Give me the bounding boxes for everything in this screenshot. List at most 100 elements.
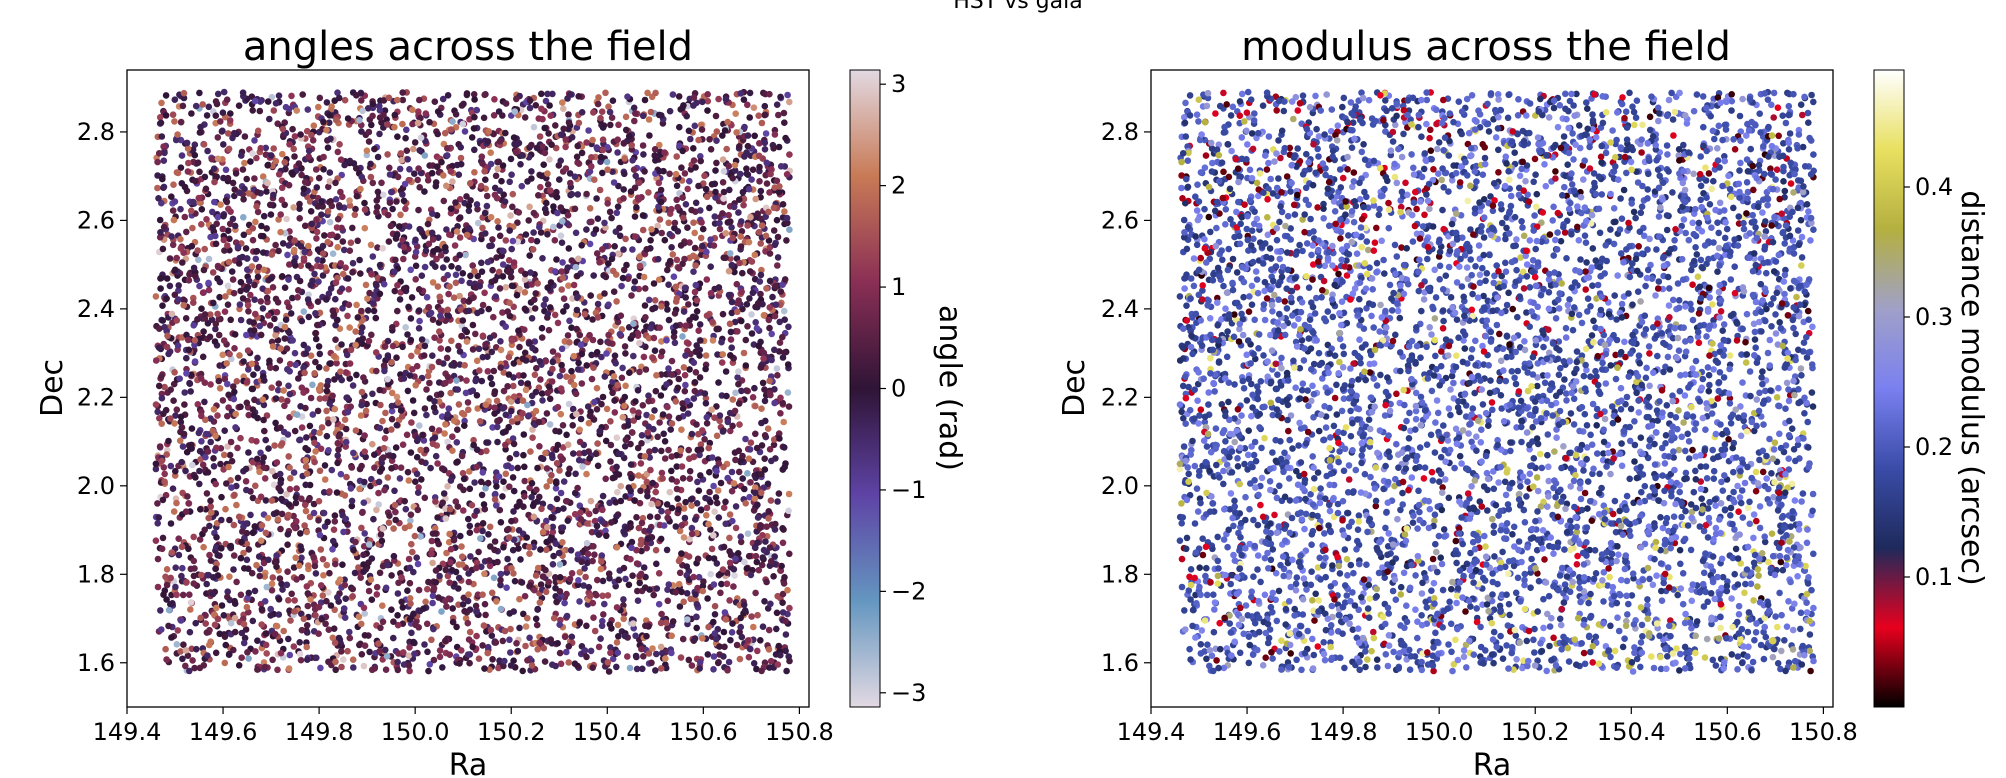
scatter-point	[721, 643, 728, 651]
scatter-point	[686, 366, 693, 373]
scatter-point	[320, 509, 328, 517]
scatter-point	[690, 453, 697, 461]
scatter-point	[314, 321, 321, 329]
scatter-point	[538, 505, 545, 513]
scatter-point	[405, 223, 413, 230]
scatter-point	[638, 645, 645, 653]
scatter-point	[638, 547, 645, 555]
scatter-point	[481, 665, 488, 672]
scatter-point	[554, 209, 561, 217]
scatter-point	[584, 520, 591, 527]
scatter-point	[577, 415, 585, 423]
scatter-point	[399, 89, 407, 96]
scatter-point	[177, 418, 185, 426]
scatter-point	[717, 479, 725, 487]
scatter-point	[673, 463, 681, 470]
scatter-point	[444, 483, 451, 490]
scatter-point	[706, 468, 713, 476]
scatter-point	[541, 658, 549, 665]
scatter-point	[154, 172, 161, 179]
scatter-point	[724, 418, 732, 426]
scatter-point	[368, 475, 375, 483]
scatter-point	[499, 493, 506, 500]
scatter-point	[306, 198, 314, 205]
scatter-point	[518, 579, 526, 586]
scatter-point	[278, 495, 285, 503]
scatter-point	[223, 96, 231, 103]
scatter-point	[590, 543, 597, 550]
scatter-point	[641, 584, 649, 591]
scatter-point	[260, 212, 268, 220]
scatter-point	[329, 250, 337, 257]
scatter-point	[575, 255, 582, 263]
scatter-point	[530, 123, 538, 131]
scatter-point	[524, 614, 531, 622]
scatter-point	[585, 510, 593, 518]
scatter-point	[432, 452, 440, 460]
scatter-point	[682, 381, 689, 389]
scatter-point	[732, 110, 739, 117]
scatter-point	[281, 159, 289, 166]
scatter-point	[550, 223, 557, 231]
scatter-point	[429, 559, 436, 567]
scatter-point	[186, 667, 193, 675]
scatter-point	[200, 141, 208, 148]
scatter-point	[267, 275, 275, 282]
scatter-point	[342, 425, 350, 433]
scatter-point	[358, 401, 365, 409]
scatter-point	[713, 499, 721, 507]
scatter-point	[675, 414, 683, 422]
scatter-point	[745, 455, 753, 463]
scatter-point	[275, 380, 283, 388]
scatter-point	[583, 653, 590, 661]
scatter-point	[655, 600, 663, 608]
scatter-point	[586, 205, 594, 212]
scatter-point	[686, 467, 694, 475]
scatter-point	[305, 262, 312, 269]
scatter-point	[498, 252, 506, 260]
scatter-point	[633, 514, 640, 521]
scatter-point	[235, 662, 243, 669]
scatter-point	[394, 612, 401, 619]
scatter-point	[690, 573, 697, 581]
scatter-point	[183, 228, 190, 236]
scatter-point	[642, 314, 649, 321]
scatter-point	[631, 278, 639, 285]
scatter-point	[543, 410, 551, 417]
scatter-point	[633, 546, 640, 554]
scatter-point	[206, 522, 213, 530]
scatter-point	[549, 365, 556, 373]
scatter-point	[771, 399, 778, 407]
scatter-point	[357, 185, 364, 193]
scatter-point	[595, 94, 602, 101]
scatter-point	[312, 570, 320, 577]
scatter-point	[711, 213, 719, 220]
scatter-point	[604, 592, 612, 599]
scatter-point	[163, 581, 171, 589]
scatter-point	[190, 294, 197, 302]
scatter-point	[612, 228, 620, 235]
scatter-point	[552, 446, 560, 454]
scatter-point	[384, 151, 391, 158]
scatter-point	[368, 121, 375, 129]
scatter-point	[749, 289, 757, 297]
scatter-point	[400, 649, 407, 656]
scatter-point	[416, 225, 424, 233]
scatter-point	[722, 96, 730, 103]
scatter-point	[303, 583, 311, 590]
scatter-point	[287, 617, 294, 624]
scatter-point	[727, 218, 734, 225]
scatter-point	[295, 375, 302, 382]
scatter-point	[503, 584, 510, 591]
scatter-point	[195, 429, 203, 437]
scatter-point	[716, 643, 723, 650]
scatter-point	[208, 509, 215, 516]
scatter-point	[701, 390, 709, 397]
scatter-point	[286, 360, 294, 368]
scatter-point	[563, 303, 570, 310]
scatter-point	[169, 111, 177, 118]
scatter-point	[693, 500, 701, 507]
scatter-point	[224, 242, 231, 249]
scatter-point	[657, 665, 665, 672]
scatter-point	[648, 414, 656, 421]
